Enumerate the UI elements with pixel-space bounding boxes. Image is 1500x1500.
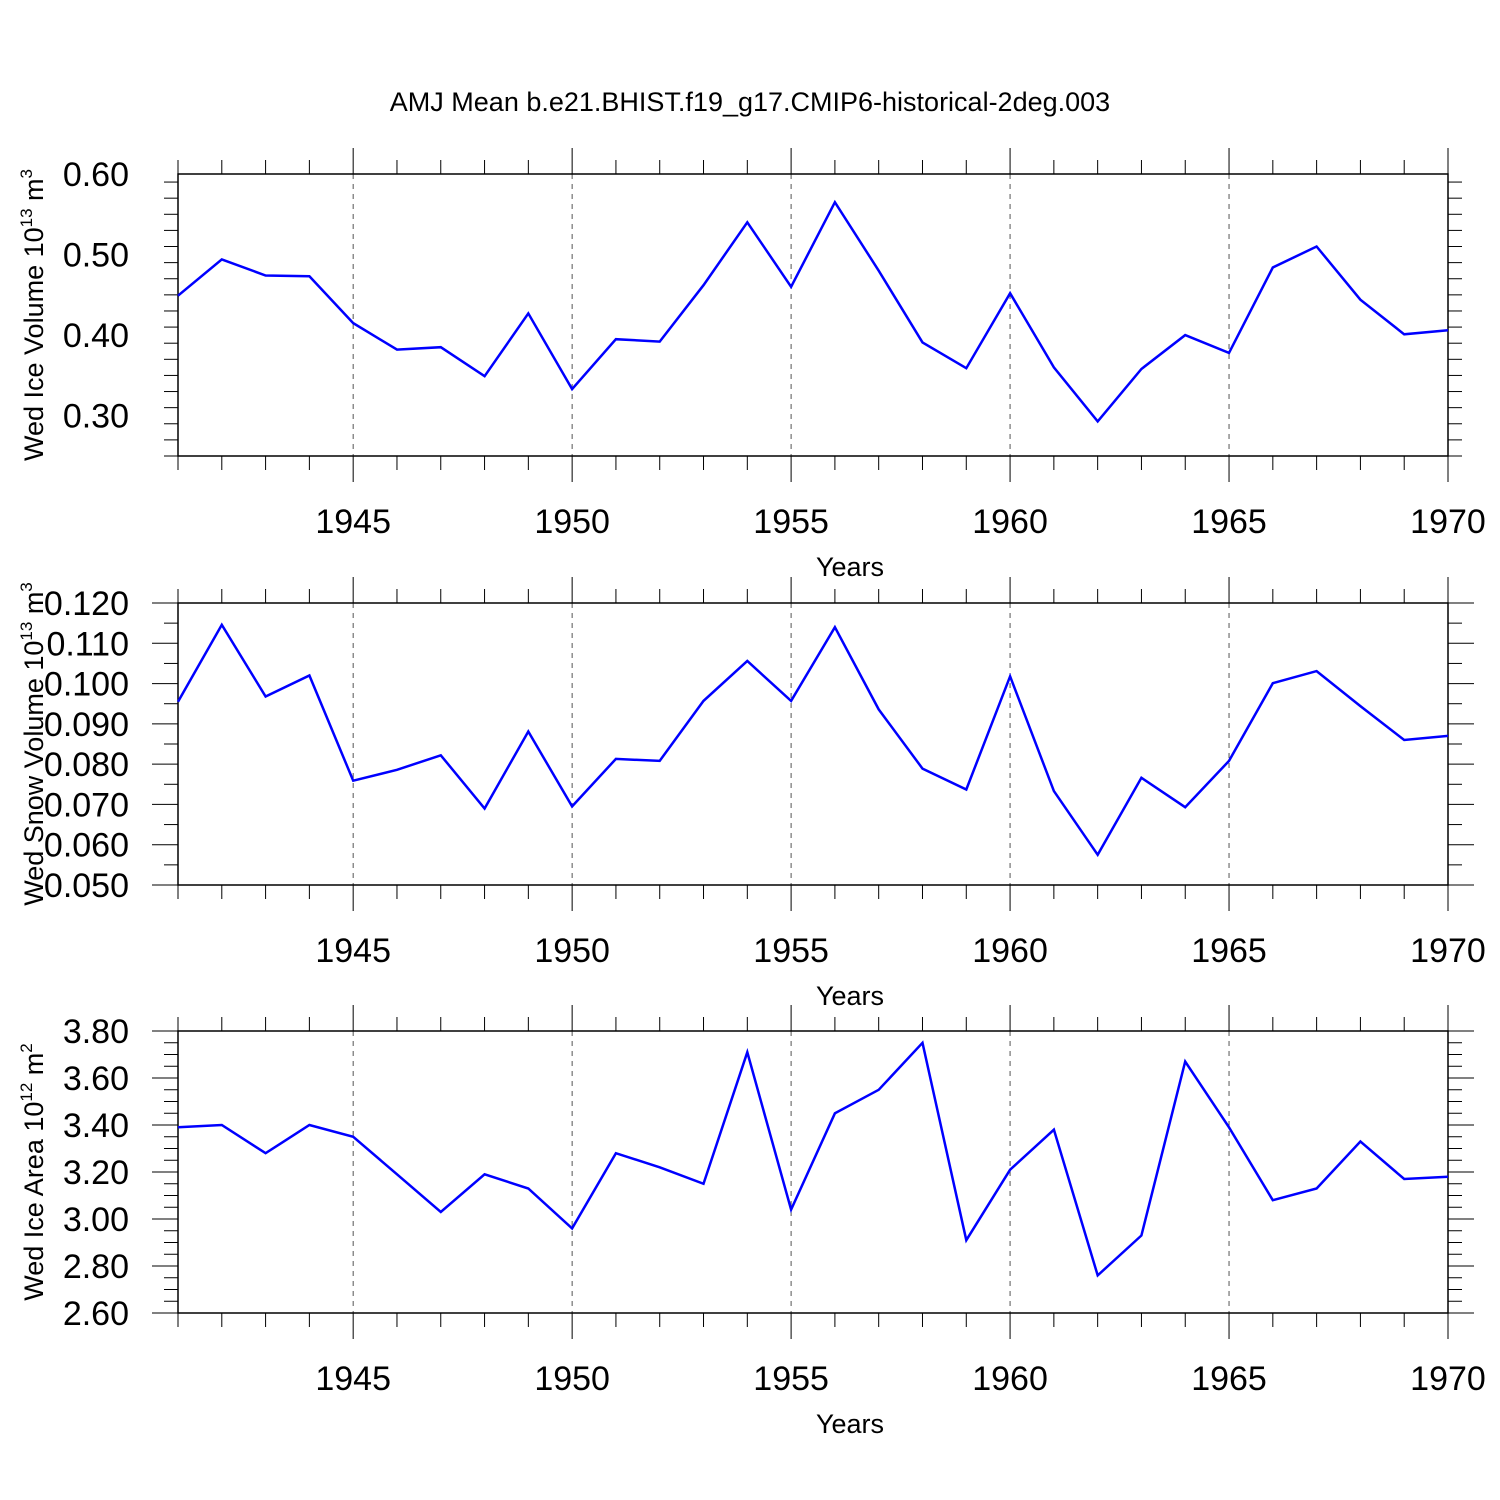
ice-area-y-axis-label-unit: m xyxy=(19,1053,49,1083)
ice-area-x-tick-label: 1965 xyxy=(1191,1360,1267,1398)
ice-volume-y-axis-label-text: Wed Ice Volume 10 xyxy=(19,227,49,461)
snow-volume-x-axis-label: Years xyxy=(816,981,884,1011)
ice-volume-x-tick-label: 1960 xyxy=(972,503,1048,541)
ice-volume-y-tick-label: 0.60 xyxy=(63,156,129,194)
snow-volume-y-axis-label-unit-exponent: 3 xyxy=(17,582,36,591)
snow-volume-y-axis-label: Wed Snow Volume 1013 m3 xyxy=(17,582,49,906)
snow-volume-y-axis-label-text: Wed Snow Volume 10 xyxy=(19,641,49,906)
snow-volume-y-tick-label: 0.080 xyxy=(44,746,129,784)
ice-area-y-tick-label: 2.80 xyxy=(63,1248,129,1286)
ice-volume-y-axis-label: Wed Ice Volume 1013 m3 xyxy=(17,169,49,461)
ice-area-y-tick-label: 2.60 xyxy=(63,1295,129,1333)
ice-area-x-tick-label: 1950 xyxy=(534,1360,610,1398)
snow-volume-y-tick-label: 0.050 xyxy=(44,867,129,905)
ice-area-y-axis-label: Wed Ice Area 1012 m2 xyxy=(17,1043,49,1301)
ice-area-y-axis-label-exponent: 12 xyxy=(17,1083,36,1102)
snow-volume-y-axis-label-exponent: 13 xyxy=(17,622,36,641)
ice-area-y-axis-label-text: Wed Ice Area 10 xyxy=(19,1102,49,1301)
snow-volume-y-tick-label: 0.100 xyxy=(44,666,129,704)
ice-volume-y-tick-label: 0.40 xyxy=(63,317,129,355)
ice-area-x-tick-label: 1960 xyxy=(972,1360,1048,1398)
snow-volume-panel: 1945 1950 1955 1960 1965 1970Years0.0500.0600… xyxy=(17,577,1486,1011)
ice-volume-x-axis-label: Years xyxy=(816,552,884,582)
snow-volume-x-tick-label: 1955 xyxy=(753,932,829,970)
ice-area-panel: 1945 1950 1955 1960 1965 1970 Years 2.60 2.80 3.0… xyxy=(17,1005,1486,1439)
ice-area-y-axis-label-unit-exponent: 2 xyxy=(17,1043,36,1052)
figure-title: AMJ Mean b.e21.BHIST.f19_g17.CMIP6-histo… xyxy=(390,87,1110,117)
ice-volume-y-axis-label-exponent: 13 xyxy=(17,208,36,227)
snow-volume-x-tick-label: 1945 xyxy=(315,932,391,970)
ice-volume-x-tick-label: 1950 xyxy=(534,503,610,541)
ice-area-y-tick-label: 3.00 xyxy=(63,1201,129,1239)
ice-volume-x-tick-label: 1945 xyxy=(315,503,391,541)
snow-volume-y-tick-label: 0.070 xyxy=(44,786,129,824)
ice-area-x-tick-label: 1945 xyxy=(315,1360,391,1398)
ice-area-x-tick-label: 1955 xyxy=(753,1360,829,1398)
snow-volume-y-tick-label: 0.060 xyxy=(44,827,129,865)
snow-volume-x-tick-label: 1970 xyxy=(1410,932,1486,970)
ice-area-x-axis-label: Years xyxy=(816,1409,884,1439)
ice-volume-y-axis-label-unit-exponent: 3 xyxy=(17,169,36,178)
snow-volume-x-tick-label: 1965 xyxy=(1191,932,1267,970)
snow-volume-y-tick-label: 0.110 xyxy=(46,625,129,663)
snow-volume-y-axis-label-unit: m xyxy=(19,592,49,622)
ice-volume-y-axis-label-unit: m xyxy=(19,178,49,208)
ice-area-y-tick-label: 3.40 xyxy=(63,1107,129,1145)
ice-area-y-tick-label: 3.20 xyxy=(63,1154,129,1192)
snow-volume-x-tick-label: 1960 xyxy=(972,932,1048,970)
ice-area-x-tick-label: 1970 xyxy=(1410,1360,1486,1398)
ice-area-y-tick-label: 3.60 xyxy=(63,1060,129,1098)
ice-volume-x-tick-label: 1955 xyxy=(753,503,829,541)
ice-volume-y-tick-label: 0.30 xyxy=(63,398,129,436)
ice-volume-y-tick-label: 0.50 xyxy=(63,237,129,275)
ice-volume-plot-frame xyxy=(177,173,1449,457)
ice-area-plot-frame xyxy=(177,1030,1449,1314)
ice-volume-x-tick-label: 1970 xyxy=(1410,503,1486,541)
snow-volume-plot-frame xyxy=(177,602,1449,886)
snow-volume-x-tick-label: 1950 xyxy=(534,932,610,970)
ice-volume-x-tick-label: 1965 xyxy=(1191,503,1267,541)
ice-area-series-line xyxy=(177,1040,1449,1278)
snow-volume-y-tick-label: 0.120 xyxy=(44,585,129,623)
ice-volume-series-line xyxy=(177,199,1449,424)
ice-area-y-tick-label: 3.80 xyxy=(63,1013,129,1051)
snow-volume-y-tick-label: 0.090 xyxy=(44,706,129,744)
ice-volume-panel: 1945 1950 1955 1960 1965 1970 Years 0.30 0.40 0.5… xyxy=(17,148,1486,582)
snow-volume-series-line xyxy=(176,622,1449,858)
